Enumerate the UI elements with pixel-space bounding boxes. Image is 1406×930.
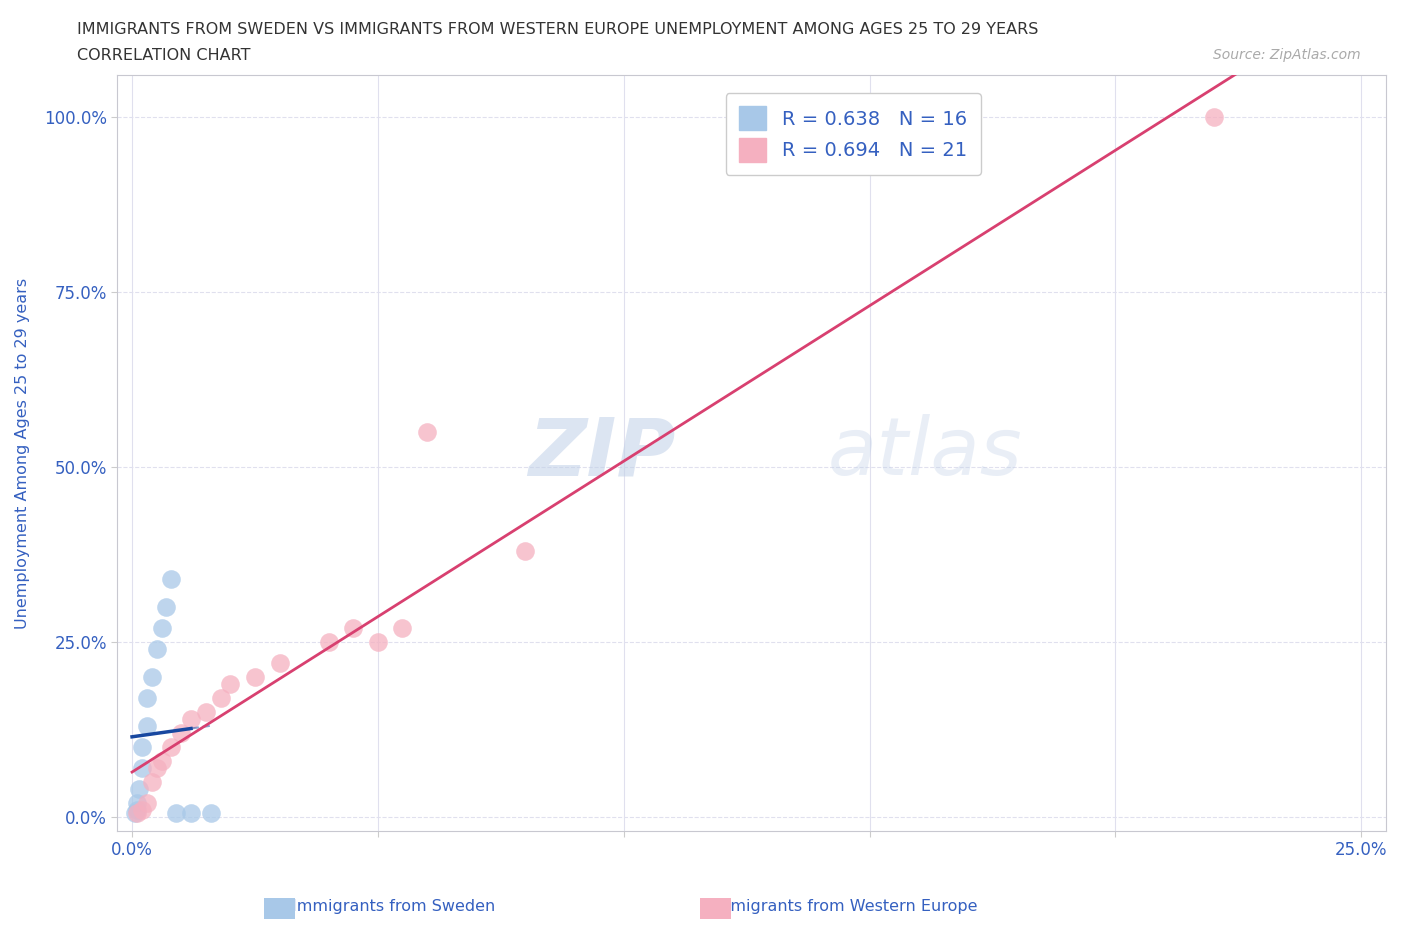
Legend: R = 0.638   N = 16, R = 0.694   N = 21: R = 0.638 N = 16, R = 0.694 N = 21 <box>725 93 980 175</box>
Text: IMMIGRANTS FROM SWEDEN VS IMMIGRANTS FROM WESTERN EUROPE UNEMPLOYMENT AMONG AGES: IMMIGRANTS FROM SWEDEN VS IMMIGRANTS FRO… <box>77 22 1039 37</box>
Point <box>391 620 413 635</box>
Point <box>165 806 187 821</box>
Point <box>125 795 148 810</box>
Point <box>131 739 153 754</box>
Text: ZIP: ZIP <box>529 414 675 492</box>
Point <box>170 725 193 740</box>
Point <box>160 739 183 754</box>
Point <box>155 600 177 615</box>
Point <box>131 803 153 817</box>
Point <box>243 670 266 684</box>
Point <box>128 781 150 796</box>
Text: Source: ZipAtlas.com: Source: ZipAtlas.com <box>1213 48 1361 62</box>
Text: Immigrants from Western Europe: Immigrants from Western Europe <box>710 899 977 914</box>
Point <box>150 753 173 768</box>
Point <box>209 690 232 705</box>
Point <box>194 704 217 719</box>
Point <box>200 806 222 821</box>
Point <box>180 806 202 821</box>
Point <box>1202 110 1225 125</box>
Point <box>416 425 439 440</box>
Text: atlas: atlas <box>828 414 1022 492</box>
Point <box>145 761 167 776</box>
Point <box>141 670 163 684</box>
Point <box>367 634 389 649</box>
Point <box>131 761 153 776</box>
Y-axis label: Unemployment Among Ages 25 to 29 years: Unemployment Among Ages 25 to 29 years <box>15 277 30 629</box>
Point <box>515 544 537 559</box>
Point <box>219 676 242 691</box>
Text: CORRELATION CHART: CORRELATION CHART <box>77 48 250 63</box>
Point <box>125 803 148 817</box>
Point <box>124 806 146 821</box>
Point <box>150 620 173 635</box>
Point <box>125 806 148 821</box>
Text: Immigrants from Sweden: Immigrants from Sweden <box>292 899 495 914</box>
Point <box>135 690 157 705</box>
Point <box>141 775 163 790</box>
Point <box>318 634 340 649</box>
Point <box>145 642 167 657</box>
Point <box>180 711 202 726</box>
Point <box>269 656 291 671</box>
Point <box>135 795 157 810</box>
Point <box>135 719 157 734</box>
Point <box>160 572 183 587</box>
Point <box>342 620 364 635</box>
